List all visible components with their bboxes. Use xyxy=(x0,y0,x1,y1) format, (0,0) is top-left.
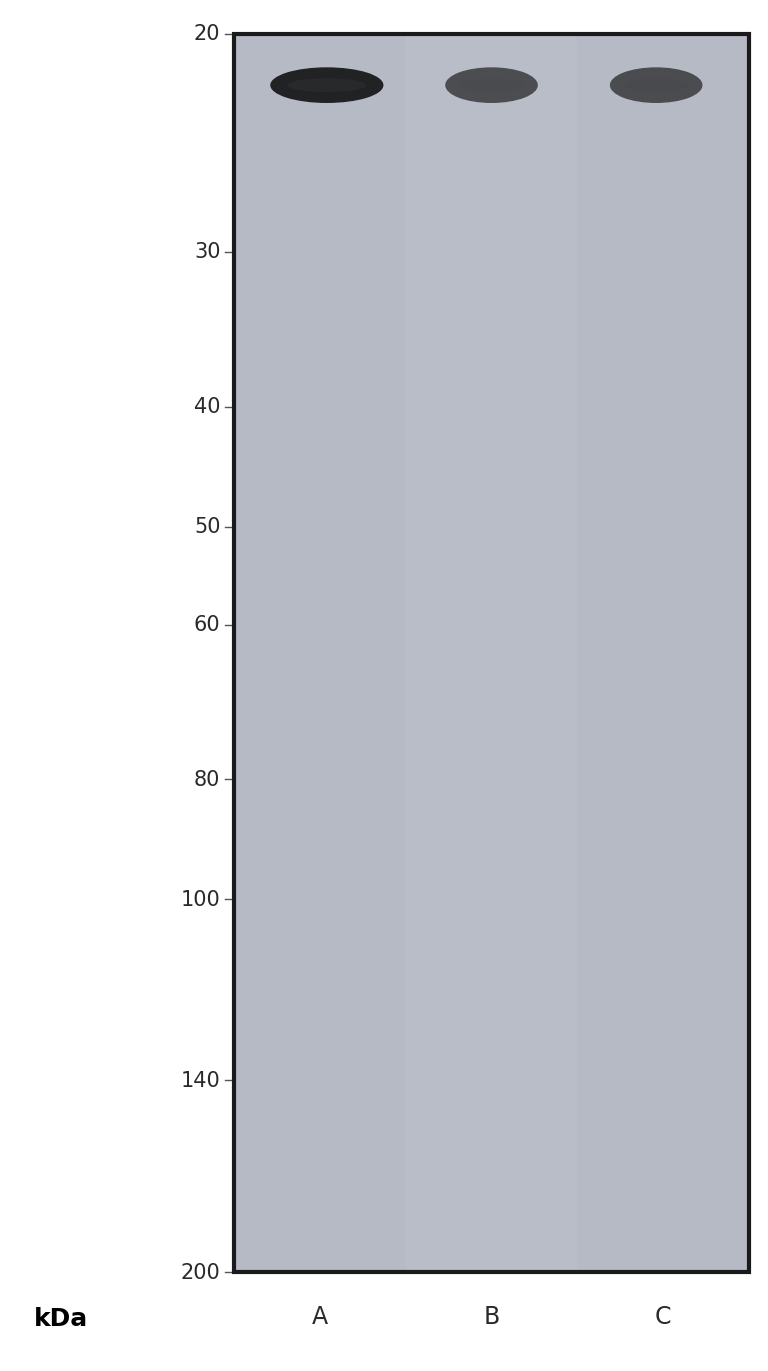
Ellipse shape xyxy=(624,78,689,92)
Text: 30: 30 xyxy=(194,243,220,262)
Text: A: A xyxy=(312,1304,328,1328)
Ellipse shape xyxy=(287,78,366,92)
Text: 20: 20 xyxy=(194,25,220,44)
Text: 40: 40 xyxy=(194,398,220,417)
Text: 60: 60 xyxy=(194,616,220,635)
Text: 50: 50 xyxy=(194,517,220,537)
Text: B: B xyxy=(483,1304,500,1328)
Ellipse shape xyxy=(610,67,703,103)
Text: 140: 140 xyxy=(180,1071,220,1090)
FancyBboxPatch shape xyxy=(234,34,749,1272)
Ellipse shape xyxy=(270,67,383,103)
FancyBboxPatch shape xyxy=(406,34,578,1272)
Text: C: C xyxy=(655,1304,671,1328)
Text: 200: 200 xyxy=(180,1263,220,1282)
Ellipse shape xyxy=(459,78,524,92)
Ellipse shape xyxy=(445,67,538,103)
FancyBboxPatch shape xyxy=(578,34,749,1272)
Text: 80: 80 xyxy=(194,769,220,790)
Text: kDa: kDa xyxy=(35,1307,88,1331)
FancyBboxPatch shape xyxy=(234,34,406,1272)
Text: 100: 100 xyxy=(180,890,220,909)
